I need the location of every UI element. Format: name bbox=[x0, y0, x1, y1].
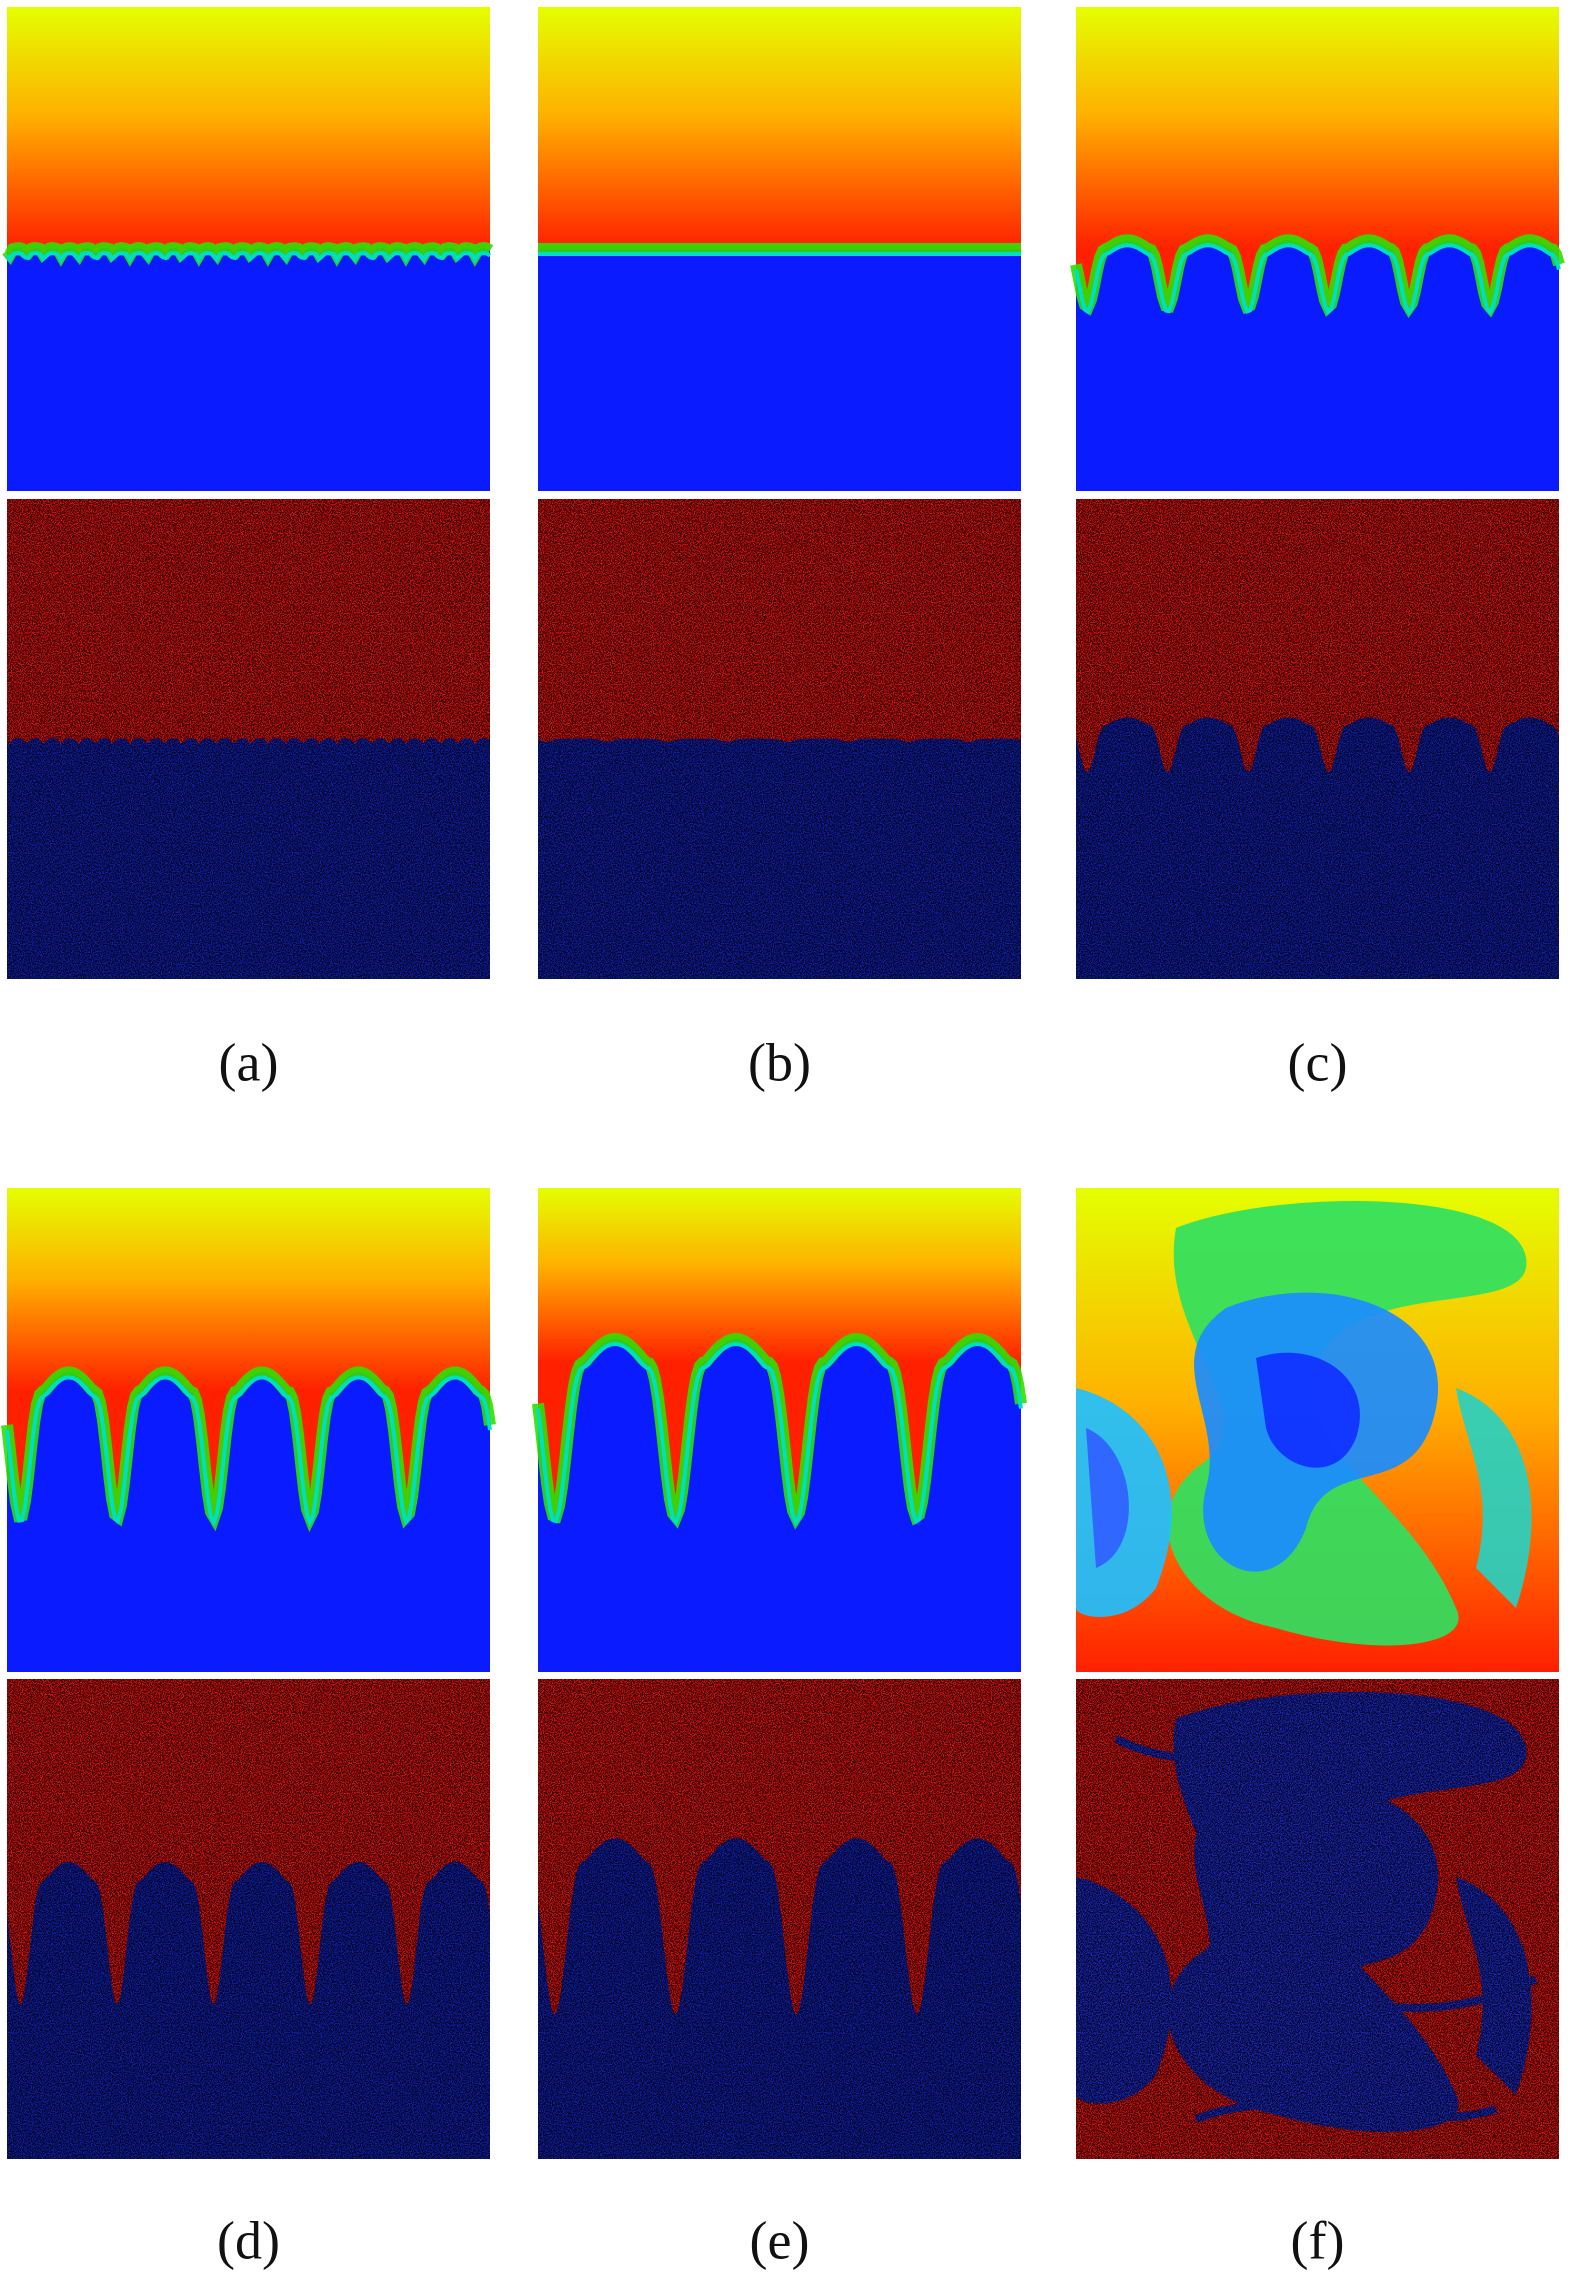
panel bbox=[2, 7, 494, 491]
heavy-fluid bbox=[7, 1372, 490, 1672]
heavy-fluid bbox=[538, 249, 1021, 491]
panel bbox=[532, 1188, 1027, 1672]
particle-speckle bbox=[1076, 1679, 1559, 2159]
panel-label: (b) bbox=[748, 1032, 811, 1092]
interface bbox=[2, 242, 494, 267]
panel bbox=[1076, 1188, 1559, 1672]
particle-speckle bbox=[538, 499, 1021, 979]
interface-core bbox=[5, 1375, 492, 1528]
particle-speckle bbox=[7, 1679, 490, 2159]
panel-label: (c) bbox=[1288, 1032, 1348, 1092]
panel-label: (a) bbox=[219, 1032, 279, 1092]
vortex bbox=[1456, 1388, 1532, 1608]
particle-speckle bbox=[538, 1679, 1021, 2159]
heavy-fluid bbox=[7, 248, 490, 491]
particle-speckle bbox=[1076, 499, 1559, 979]
interface-core bbox=[536, 1341, 1023, 1527]
panel-label: (e) bbox=[750, 2210, 810, 2270]
particle-speckle bbox=[7, 499, 490, 979]
particle-panel bbox=[1076, 1679, 1559, 2159]
particle-panel bbox=[7, 1679, 490, 2159]
particle-panel bbox=[7, 499, 490, 979]
interface-core bbox=[5, 251, 492, 264]
particle-panel bbox=[538, 1679, 1021, 2159]
heavy-fluid bbox=[1076, 240, 1559, 491]
vortex bbox=[1086, 1428, 1129, 1568]
panel bbox=[1070, 7, 1565, 491]
panel bbox=[1, 1188, 496, 1672]
vortex bbox=[1256, 1352, 1360, 1468]
interface-core bbox=[1074, 243, 1561, 316]
particle-panel bbox=[1076, 499, 1559, 979]
particle-panel bbox=[538, 499, 1021, 979]
panel-label: (d) bbox=[217, 2210, 280, 2270]
panel bbox=[538, 7, 1021, 491]
panel-label: (f) bbox=[1291, 2210, 1345, 2270]
